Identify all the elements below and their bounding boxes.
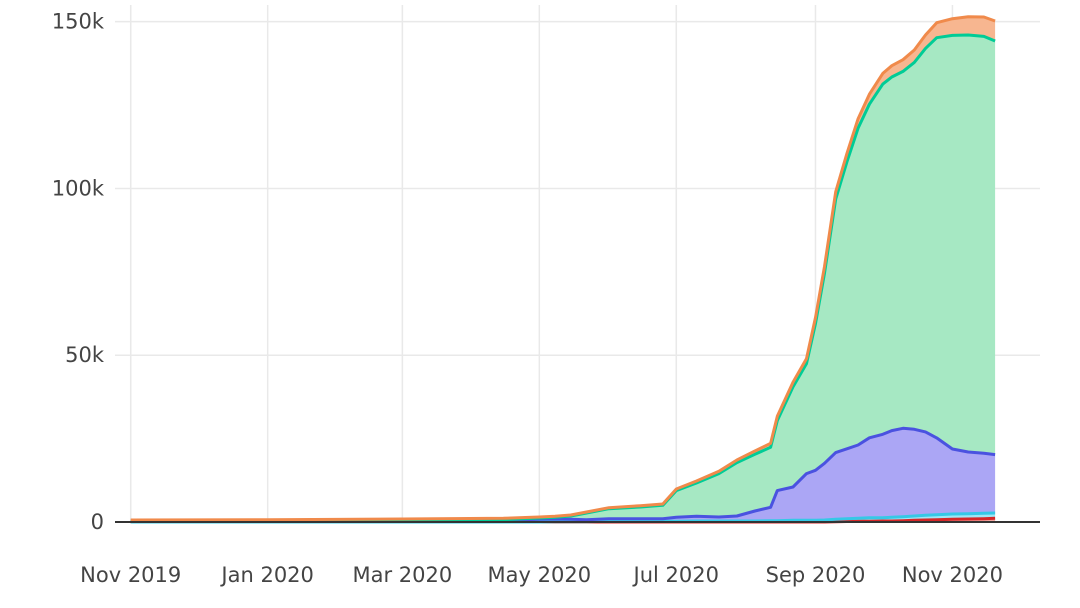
- x-tick-label: Jul 2020: [632, 563, 719, 587]
- x-tick-label: May 2020: [488, 563, 592, 587]
- x-axis-tick-labels: Nov 2019 Jan 2020 Mar 2020 May 2020 Jul 2020…: [80, 563, 1003, 587]
- y-tick-label: 0: [91, 510, 104, 534]
- x-tick-label: Nov 2020: [902, 563, 1003, 587]
- x-tick-label: Sep 2020: [766, 563, 866, 587]
- y-axis-tick-labels: 0 50k 100k 150k: [52, 10, 105, 534]
- y-tick-label: 150k: [52, 10, 105, 34]
- area-series: [130, 16, 996, 522]
- x-tick-label: Mar 2020: [353, 563, 453, 587]
- y-tick-label: 100k: [52, 176, 105, 200]
- line-series-s3: [130, 426, 996, 523]
- y-tick-label: 50k: [65, 343, 105, 367]
- x-tick-label: Nov 2019: [80, 563, 181, 587]
- area-series-s4: [130, 35, 996, 522]
- x-tick-label: Jan 2020: [219, 563, 314, 587]
- area-series-s3: [130, 428, 996, 522]
- line-series-s5: [130, 15, 996, 522]
